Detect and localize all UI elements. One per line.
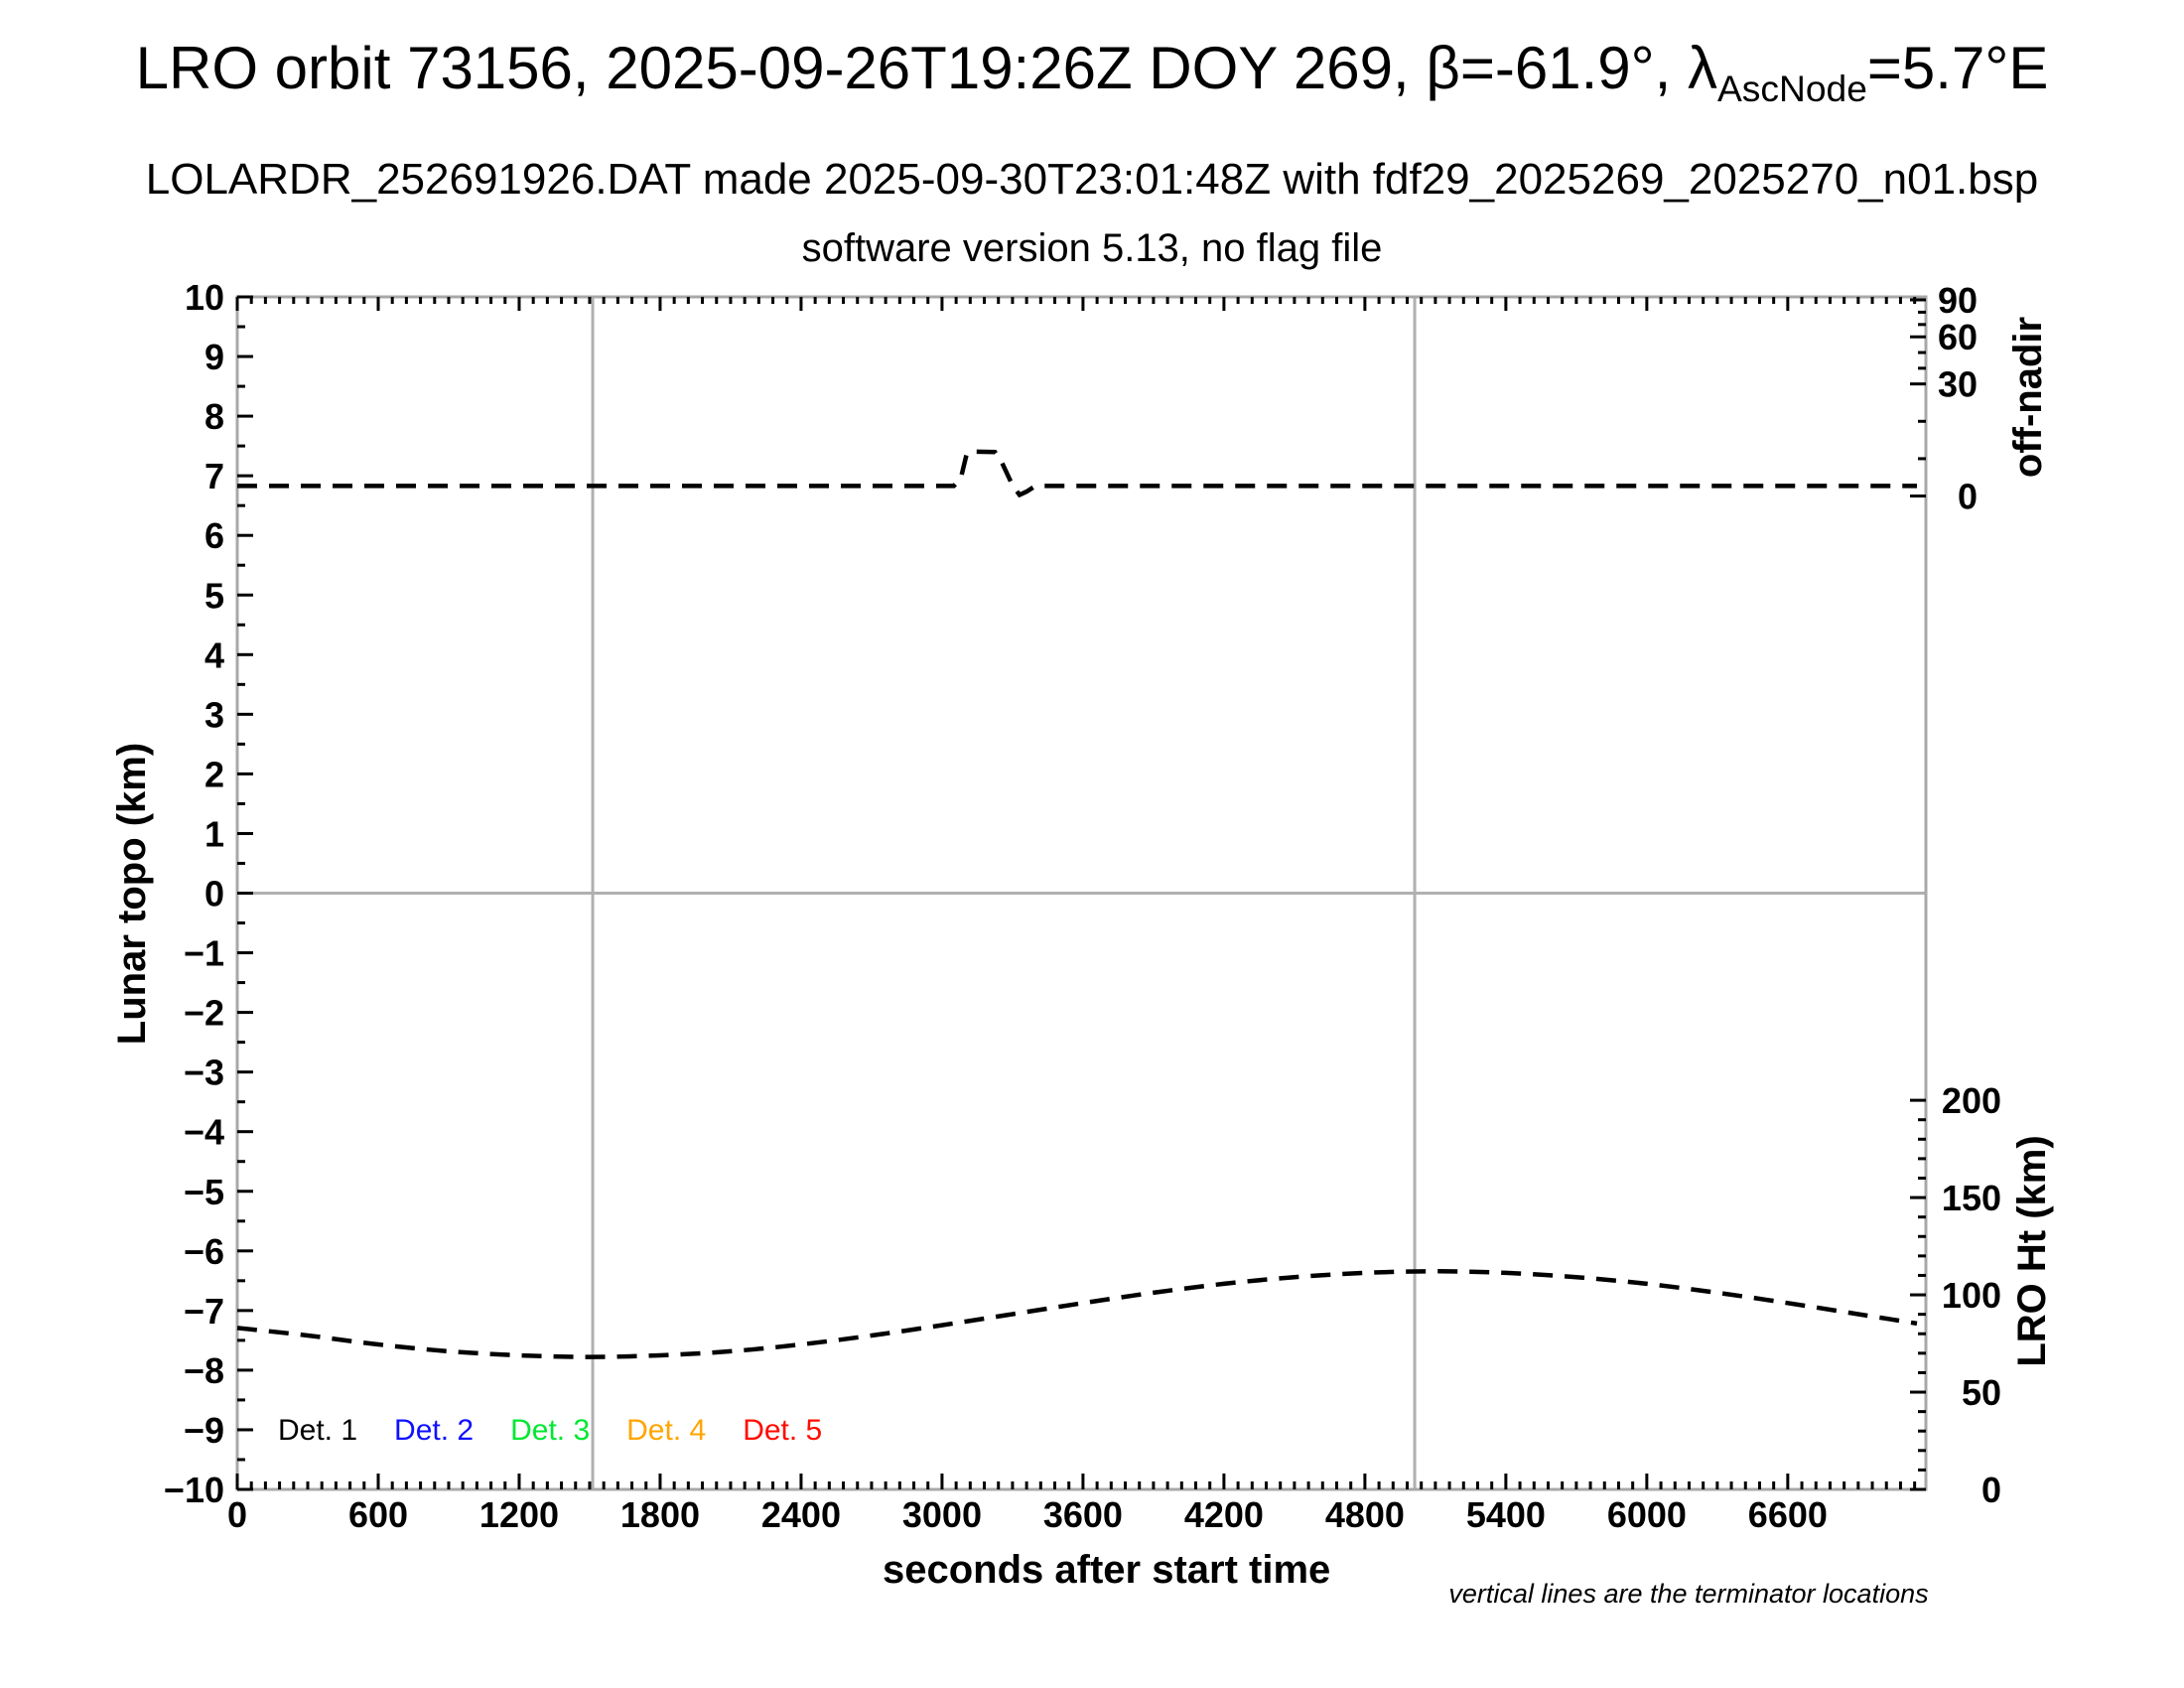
svg-text:6000: 6000 (1607, 1494, 1687, 1535)
svg-text:30: 30 (1938, 364, 1978, 405)
legend-item: Det. 3 (510, 1414, 591, 1447)
svg-text:5: 5 (205, 575, 224, 616)
legend: Det. 1 Det. 2 Det. 3 Det. 4 Det. 5 (278, 1414, 822, 1448)
terminator-annotation: vertical lines are the terminator locati… (1448, 1579, 1929, 1609)
svg-text:−7: −7 (184, 1291, 224, 1332)
page-title: LRO orbit 73156, 2025-09-26T19:26Z DOY 2… (0, 34, 2184, 110)
y-axis-title-lro-height: LRO Ht (km) (2010, 1135, 2054, 1367)
svg-text:600: 600 (348, 1494, 408, 1535)
svg-text:100: 100 (1942, 1275, 2001, 1316)
title-tail: =5.7°E (1866, 35, 2049, 101)
svg-text:6600: 6600 (1748, 1494, 1828, 1535)
svg-text:6: 6 (205, 515, 224, 556)
svg-text:90: 90 (1938, 280, 1978, 321)
lro-height-curve (236, 1269, 1918, 1359)
svg-text:3000: 3000 (902, 1494, 982, 1535)
svg-text:1: 1 (205, 813, 224, 854)
svg-text:0: 0 (227, 1494, 247, 1535)
svg-text:−5: −5 (184, 1172, 224, 1212)
svg-text:4200: 4200 (1184, 1494, 1264, 1535)
svg-text:−4: −4 (184, 1112, 224, 1153)
svg-text:1800: 1800 (620, 1494, 700, 1535)
svg-text:−3: −3 (184, 1053, 224, 1093)
svg-text:3600: 3600 (1043, 1494, 1123, 1535)
svg-text:5400: 5400 (1466, 1494, 1546, 1535)
svg-text:4: 4 (205, 634, 224, 675)
svg-text:9: 9 (205, 337, 224, 377)
y-axis-title-offnadir: off-nadir (2006, 316, 2050, 479)
svg-text:−1: −1 (184, 933, 224, 974)
off-nadir-curve (237, 449, 1917, 498)
title-subscript: AscNode (1716, 68, 1867, 109)
svg-text:0: 0 (1958, 477, 1978, 517)
svg-text:4800: 4800 (1325, 1494, 1405, 1535)
x-axis-title: seconds after start time (883, 1548, 1331, 1592)
svg-text:−8: −8 (184, 1350, 224, 1391)
svg-text:200: 200 (1942, 1080, 2001, 1121)
svg-text:60: 60 (1938, 317, 1978, 357)
legend-item: Det. 2 (394, 1414, 475, 1447)
svg-text:−10: −10 (164, 1470, 224, 1510)
svg-text:50: 50 (1962, 1372, 2001, 1413)
svg-text:0: 0 (1981, 1470, 2001, 1510)
svg-text:3: 3 (205, 694, 224, 735)
svg-text:2400: 2400 (761, 1494, 841, 1535)
svg-text:8: 8 (205, 396, 224, 437)
svg-text:−6: −6 (184, 1231, 224, 1272)
y-axis-title-left: Lunar topo (km) (110, 742, 154, 1046)
svg-text:−9: −9 (184, 1410, 224, 1451)
data-curves (236, 449, 1918, 1359)
terminator-lines (591, 297, 1417, 1489)
svg-text:0: 0 (205, 874, 224, 914)
subtitle: LOLARDR_252691926.DAT made 2025-09-30T23… (145, 155, 2039, 204)
title-main: LRO orbit 73156, 2025-09-26T19:26Z DOY 2… (135, 35, 1717, 101)
svg-text:7: 7 (205, 456, 224, 496)
software-version-line: software version 5.13, no flag file (801, 226, 1383, 270)
svg-text:10: 10 (185, 277, 224, 318)
svg-text:2: 2 (205, 754, 224, 794)
svg-text:−2: −2 (184, 993, 224, 1034)
legend-item: Det. 1 (278, 1414, 358, 1447)
axis-ticks (235, 295, 1926, 1491)
svg-text:1200: 1200 (479, 1494, 559, 1535)
legend-item: Det. 5 (743, 1414, 823, 1447)
svg-text:150: 150 (1942, 1178, 2001, 1218)
legend-item: Det. 4 (626, 1414, 707, 1447)
